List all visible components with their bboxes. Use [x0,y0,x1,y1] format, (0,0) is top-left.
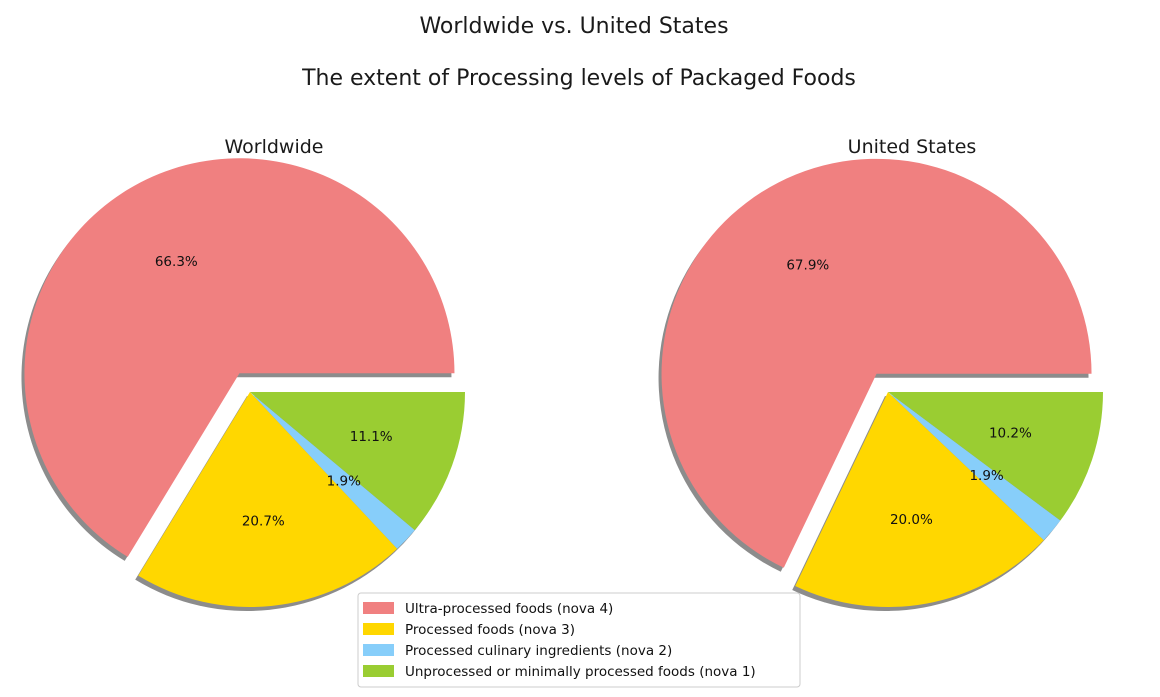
legend-box [357,592,801,688]
pie-title-worldwide: Worldwide [224,136,323,158]
slice-ultra-processed-foods [661,158,1092,568]
pie-charts: Worldwide 66.3% 20.7% 1.9% 11.1% United State… [21,136,1103,612]
legend-label-processed-foods: Processed foods (nova 3) [405,622,575,638]
legend-swatch-unprocessed-or-minimally-processed-foods [363,665,394,677]
slice-value-label-processed-foods: 20.7% [242,513,285,529]
slice-value-label-unprocessed-or-minimally-processed-foods: 11.1% [350,429,393,445]
slice-value-label-processed-culinary-ingredients: 1.9% [327,474,361,490]
slice-value-label-processed-foods: 20.0% [890,512,933,528]
slice-processed-foods [795,392,1044,607]
pie-chart-worldwide: Worldwide 66.3% 20.7% 1.9% 11.1% [21,136,465,612]
slice-unprocessed-or-minimally-processed-foods [888,392,1103,521]
legend: Ultra-processed foods (nova 4) Processed … [357,592,801,688]
slice-ultra-processed-foods [24,158,455,557]
slice-processed-culinary-ingredients [888,392,1061,541]
slice-value-label-processed-culinary-ingredients: 1.9% [969,468,1003,484]
chart-title: The extent of Processing levels of Packa… [301,66,856,91]
legend-swatch-processed-foods [363,623,394,635]
legend-swatch-ultra-processed-foods [363,602,394,614]
legend-swatch-processed-culinary-ingredients [363,644,394,656]
slice-value-label-ultra-processed-foods: 67.9% [786,258,829,274]
slice-processed-culinary-ingredients [250,392,415,549]
slice-processed-foods [138,392,398,608]
chart-suptitle: Worldwide vs. United States [419,14,728,39]
slice-unprocessed-or-minimally-processed-foods [250,392,465,531]
pie-chart-united-states: United States 67.9% 20.0% 1.9% 10.2% [658,136,1103,611]
slice-value-label-unprocessed-or-minimally-processed-foods: 10.2% [989,426,1032,442]
slice-value-label-ultra-processed-foods: 66.3% [155,254,198,270]
legend-label-unprocessed-or-minimally-processed-foods: Unprocessed or minimally processed foods… [405,664,756,680]
legend-label-processed-culinary-ingredients: Processed culinary ingredients (nova 2) [405,643,672,659]
pie-title-united-states: United States [848,136,977,158]
legend-label-ultra-processed-foods: Ultra-processed foods (nova 4) [405,601,613,617]
